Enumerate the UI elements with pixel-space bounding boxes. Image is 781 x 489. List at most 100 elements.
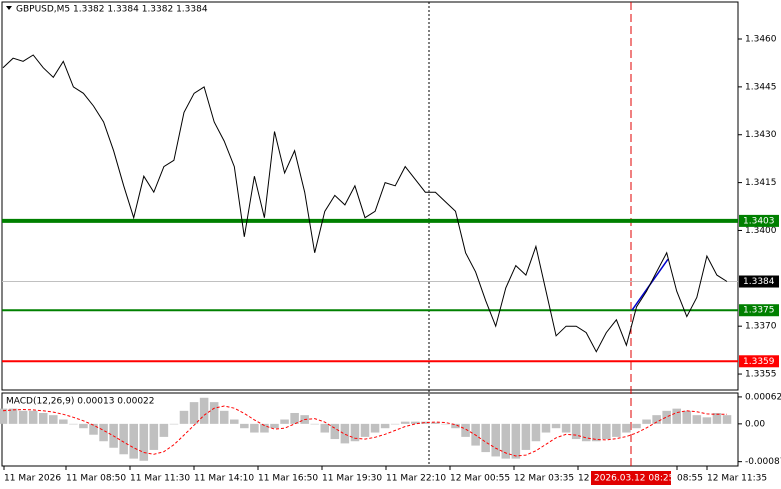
- macd-bar: [69, 423, 78, 425]
- macd-bar: [159, 423, 169, 437]
- macd-bar: [662, 410, 671, 424]
- macd-bar: [38, 412, 48, 424]
- y-tick-label: 1.3400: [745, 226, 777, 236]
- macd-bar: [290, 412, 299, 424]
- price-label: 1.3359: [743, 357, 775, 367]
- macd-bar: [360, 423, 370, 437]
- macd-bar: [240, 423, 249, 429]
- price-label-box: [739, 304, 779, 317]
- macd-bar: [390, 423, 400, 425]
- x-tick-label: 12 Mar 00:55: [450, 474, 510, 484]
- x-tick-label: 11 Mar 19:30: [322, 474, 382, 484]
- x-tick-label: 11 Mar 08:50: [66, 474, 126, 484]
- macd-bar: [521, 423, 531, 450]
- macd-bar: [99, 423, 108, 442]
- x-tick-label: 11 Mar 2026: [4, 474, 61, 484]
- macd-bar: [481, 423, 490, 453]
- price-line: [2, 54, 728, 353]
- x-tick-label: 12 Mar 03:35: [514, 474, 574, 484]
- price-label: 1.3384: [743, 277, 775, 287]
- macd-bar: [340, 423, 350, 444]
- price-label-box: [739, 214, 779, 227]
- macd-bar: [602, 423, 611, 440]
- x-tick-label: 11 Mar 22:10: [386, 474, 446, 484]
- macd-bar: [89, 423, 98, 435]
- macd-bar: [672, 408, 681, 424]
- macd-title: MACD(12,26,9) 0.00013 0.00022: [6, 397, 155, 407]
- x-tick-label: 11 Mar 14:10: [194, 474, 254, 484]
- y-tick-label: 1.3370: [745, 322, 777, 332]
- macd-bar: [189, 402, 199, 424]
- macd-signal: [2, 405, 727, 457]
- macd-bar: [18, 410, 28, 424]
- macd-panel-frame: [1, 392, 739, 467]
- macd-bar: [712, 412, 722, 424]
- y-tick-label: 1.3355: [745, 370, 777, 380]
- macd-bar: [260, 423, 269, 433]
- macd-bar: [531, 423, 541, 442]
- x-tick-label: 11 Mar 16:50: [258, 474, 318, 484]
- macd-bar: [79, 423, 88, 429]
- macd-bar: [581, 423, 591, 442]
- macd-bar: [59, 419, 68, 424]
- menu-triangle: [6, 6, 12, 10]
- y-tick-label: 1.3415: [745, 178, 777, 188]
- macd-bar: [551, 423, 561, 429]
- macd-bar: [0, 408, 8, 424]
- macd-bar: [692, 415, 702, 424]
- macd-bar: [431, 422, 440, 424]
- macd-bar: [230, 419, 239, 424]
- macd-bar: [722, 415, 732, 424]
- macd-bar: [350, 423, 360, 442]
- chart-title: GBPUSD,M5 1.3382 1.3384 1.3382 1.3384: [16, 5, 208, 15]
- macd-bar: [491, 423, 500, 457]
- macd-bar: [250, 423, 259, 433]
- y-tick-label: 1.3430: [745, 130, 777, 140]
- macd-bar: [310, 423, 319, 425]
- price-label-box: [739, 355, 779, 368]
- y-tick-label: 1.3445: [745, 82, 777, 92]
- macd-bar: [270, 423, 279, 429]
- macd-bar: [451, 423, 460, 429]
- macd-y-tick-label: 0.00: [745, 419, 765, 429]
- macd-bar: [320, 423, 330, 433]
- macd-bar: [199, 397, 209, 424]
- macd-bar: [370, 423, 380, 433]
- macd-bar: [179, 410, 189, 424]
- macd-bar: [541, 423, 551, 433]
- x-tick-label: 12 Mar 11:35: [707, 474, 767, 484]
- x-tick-label: 08:55: [677, 474, 703, 484]
- macd-bar: [380, 423, 390, 429]
- macd-bar: [421, 421, 430, 424]
- crosshair-label: 2026.03.12 08:25: [594, 474, 674, 484]
- x-tick-label: 12: [578, 474, 589, 484]
- macd-bar: [461, 423, 470, 437]
- macd-bar: [652, 415, 661, 424]
- price-label: 1.3403: [743, 216, 775, 226]
- macd-bar: [129, 423, 138, 459]
- macd-bar: [571, 423, 581, 440]
- price-panel-frame: [1, 1, 739, 391]
- macd-bar: [441, 423, 450, 425]
- macd-bar: [632, 423, 641, 429]
- price-label-box: [739, 275, 779, 288]
- macd-bar: [622, 423, 631, 433]
- macd-y-tick-label: -0.00087: [745, 457, 781, 467]
- macd-bar: [139, 423, 149, 461]
- macd-bar: [149, 423, 159, 450]
- macd-bar: [612, 423, 621, 437]
- x-tick-label: 11 Mar 11:30: [130, 474, 190, 484]
- macd-bar: [501, 423, 511, 459]
- macd-bar: [592, 423, 601, 442]
- macd-bar: [49, 415, 58, 424]
- macd-bar: [561, 423, 571, 433]
- macd-bar: [682, 410, 692, 424]
- macd-bar: [209, 402, 219, 424]
- y-tick-label: 1.3460: [745, 35, 777, 45]
- macd-bar: [219, 410, 229, 424]
- crosshair-label-box: [591, 471, 671, 485]
- macd-bar: [511, 423, 521, 459]
- macd-bar: [169, 423, 179, 425]
